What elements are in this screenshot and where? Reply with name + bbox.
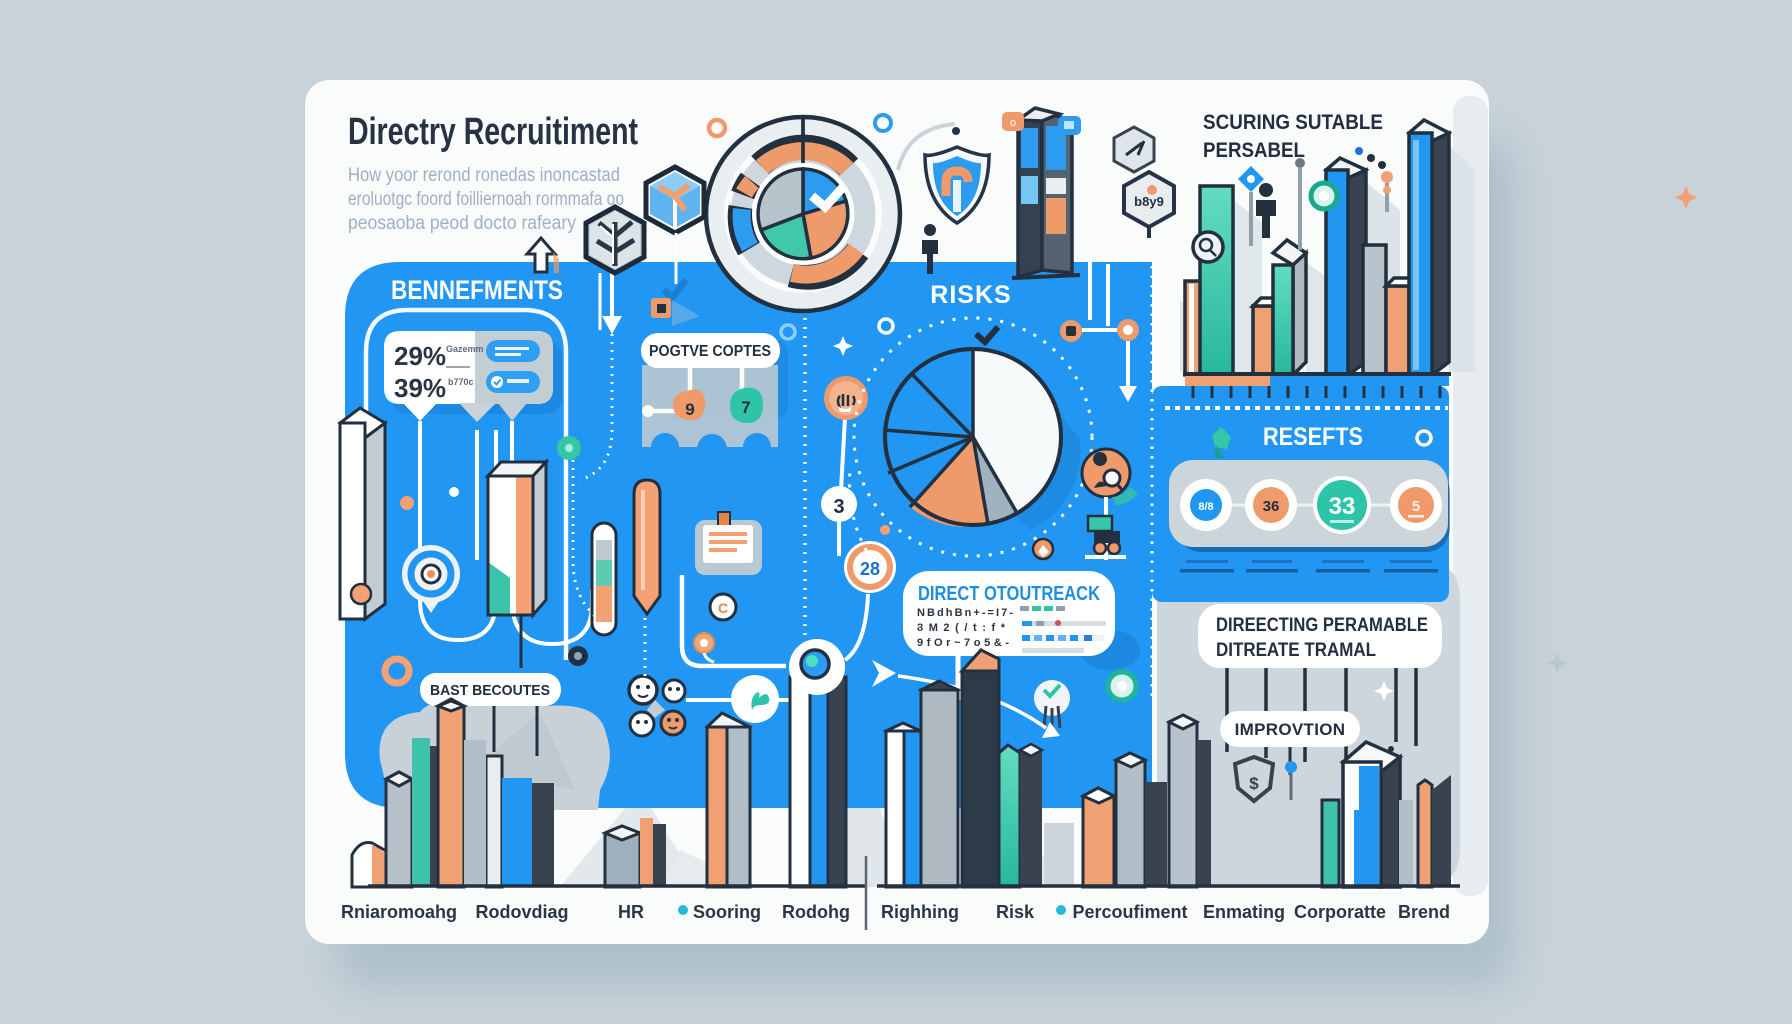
svg-text:DITREATE TRAMAL: DITREATE TRAMAL: [1216, 640, 1376, 661]
svg-text:o: o: [1010, 117, 1016, 129]
svg-text:3: 3: [833, 496, 844, 518]
svg-text:36: 36: [1263, 498, 1280, 515]
svg-text:PERSABEL: PERSABEL: [1203, 139, 1305, 162]
svg-text:Brend: Brend: [1398, 902, 1450, 922]
svg-text:Rniaromoahg: Rniaromoahg: [341, 902, 457, 922]
svg-text:Rodohg: Rodohg: [782, 902, 850, 922]
svg-text:HR: HR: [618, 902, 644, 922]
svg-text:POGTVE COPTES: POGTVE COPTES: [649, 343, 771, 360]
svg-text:IMPROVTION: IMPROVTION: [1235, 720, 1346, 739]
svg-text:29%: 29%: [394, 341, 446, 371]
svg-text:Directry Recruitiment: Directry Recruitiment: [348, 111, 638, 153]
svg-text:28: 28: [860, 559, 880, 579]
svg-text:peosaoba peod docto rafeary: peosaoba peod docto rafeary: [348, 213, 576, 234]
svg-text:SCURING SUTABLE: SCURING SUTABLE: [1203, 111, 1383, 134]
svg-text:8/8: 8/8: [1198, 501, 1213, 513]
svg-text:NBdhBn+-=I7-: NBdhBn+-=I7-: [917, 607, 1013, 619]
svg-text:C: C: [718, 600, 728, 616]
svg-text:RESEFTS: RESEFTS: [1263, 423, 1363, 451]
svg-text:$: $: [1249, 774, 1259, 793]
svg-text:39%: 39%: [394, 373, 446, 403]
svg-text:DIREECTING PERAMABLE: DIREECTING PERAMABLE: [1216, 615, 1428, 636]
svg-text:9fOr~7o5&-: 9fOr~7o5&-: [917, 637, 1009, 649]
svg-text:33: 33: [1329, 493, 1356, 520]
svg-text:Sooring: Sooring: [693, 902, 761, 922]
svg-text:b8y9: b8y9: [1134, 194, 1164, 209]
svg-text:Risk: Risk: [996, 902, 1035, 922]
svg-text:b770c: b770c: [448, 377, 474, 387]
svg-text:BAST BECOUTES: BAST BECOUTES: [430, 682, 550, 699]
svg-text:eroluotgc foord foilliernoah r: eroluotgc foord foilliernoah rormmafa oo: [348, 189, 624, 210]
svg-text:Percoufiment: Percoufiment: [1072, 902, 1187, 922]
svg-text:BENNEFMENTS: BENNEFMENTS: [391, 275, 563, 305]
svg-text:9: 9: [685, 400, 694, 419]
svg-text:Enmating: Enmating: [1203, 902, 1285, 922]
svg-text:DIRECT OTOUTREACK: DIRECT OTOUTREACK: [918, 583, 1100, 605]
svg-text:RISKS: RISKS: [930, 281, 1011, 309]
svg-text:Gazemm: Gazemm: [446, 344, 484, 354]
svg-text:How yoor rerond ronedas inonca: How yoor rerond ronedas inoncastad: [348, 165, 620, 186]
svg-text:Rodovdiag: Rodovdiag: [476, 902, 569, 922]
svg-text:7: 7: [741, 398, 750, 417]
svg-text:Corporatte: Corporatte: [1294, 902, 1386, 922]
svg-text:Righhing: Righhing: [881, 902, 959, 922]
svg-text:5: 5: [1412, 498, 1420, 515]
